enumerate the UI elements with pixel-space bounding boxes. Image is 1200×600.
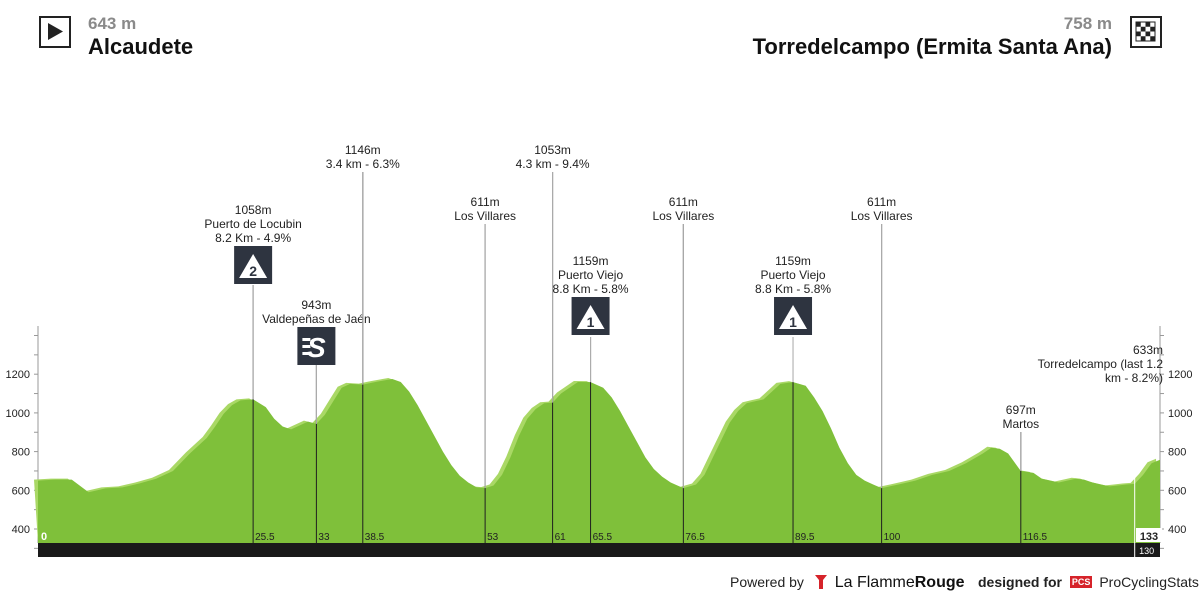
climb-category-icon [576,305,605,329]
marker-name: Puerto Viejo [760,268,825,282]
profile-area [38,379,1160,543]
marker-altitude: 1159m [775,254,811,268]
climb-category-label: 1 [789,314,797,330]
km-label: 38.5 [365,532,385,543]
km-label-finish: 133 [1140,531,1158,543]
marker-altitude: 633m [1133,343,1163,357]
km-label: 53 [487,532,499,543]
finish-flag-icon [1130,16,1162,48]
km-label: 116.5 [1023,532,1048,543]
marker-altitude: 611m [867,195,896,209]
marker-altitude: 943m [301,298,331,312]
marker-name: Puerto de Locubin [204,217,301,231]
y-tick-label-right: 1000 [1168,408,1192,420]
y-tick-label-left: 800 [12,447,30,459]
marker-name: Valdepeñas de Jaén [262,312,371,326]
finish-name: Torredelcampo (Ermita Santa Ana) [752,34,1112,59]
marker-altitude: 1053m [534,143,571,157]
finish-altitude: 758 m [1063,14,1112,33]
km-label: 61 [555,532,567,543]
marker-detail: km - 8.2%) [1105,371,1163,385]
finish-block: 758 m Torredelcampo (Ermita Santa Ana) [753,14,1112,60]
y-tick-label-right: 1200 [1168,369,1192,381]
y-tick-label-left: 1000 [6,408,30,420]
sprint-icon-bar [302,345,311,348]
marker-detail: 8.8 Km - 5.8% [755,282,831,296]
marker-detail: 8.2 Km - 4.9% [215,231,291,245]
km-label: 25.5 [255,532,275,543]
y-tick-label-right: 600 [1168,485,1186,497]
sprint-icon-bar [302,352,311,355]
y-tick-label-right: 800 [1168,447,1186,459]
flamme-rouge-logo: La FlammeRouge [834,574,965,591]
marker-detail: 8.8 Km - 5.8% [553,282,629,296]
marker-altitude: 611m [669,195,698,209]
y-tick-label-left: 1200 [6,369,30,381]
marker-altitude: 1058m [235,203,272,217]
designed-for: designed for PCS ProCyclingStats [978,574,1199,590]
km-label: 130 [1139,546,1154,556]
marker-detail: 3.4 km - 6.3% [326,157,400,171]
km-label: 65.5 [593,532,613,543]
pcs-name: ProCyclingStats [1099,574,1199,590]
marker-altitude: 1146m [345,143,381,157]
start-name: Alcaudete [88,34,194,59]
start-flag-icon [39,16,71,48]
climb-category-label: 2 [249,263,257,279]
y-tick-label-left: 600 [12,485,30,497]
sprint-icon: S [307,332,326,363]
climb-category-icon [779,305,808,329]
marker-altitude: 697m [1006,403,1036,417]
marker-name: Los Villares [652,209,714,223]
km-label-start: 0 [41,531,47,543]
climb-category-icon [239,254,268,278]
marker-name: Los Villares [851,209,913,223]
start-altitude: 643 m [88,14,137,33]
powered-by: Powered by La FlammeRouge [730,574,965,592]
designed-for-text: designed for [978,574,1063,590]
flamme-rouge-icon [814,575,827,589]
distance-bar [38,543,1160,557]
climb-category-label: 1 [587,314,595,330]
marker-altitude: 1159m [573,254,609,268]
km-label: 76.5 [685,532,705,543]
km-label: 100 [884,532,901,543]
km-label: 89.5 [795,532,815,543]
y-tick-label-right: 400 [1168,524,1186,536]
marker-name: Martos [1002,417,1039,431]
marker-name: Puerto Viejo [558,268,623,282]
km-label: 33 [318,532,330,543]
start-block: 643 m Alcaudete [88,14,193,60]
powered-by-text: Powered by [730,574,804,590]
pcs-badge: PCS [1069,576,1093,588]
marker-name: Torredelcampo (last 1.2 [1038,357,1164,371]
marker-detail: 4.3 km - 9.4% [516,157,590,171]
marker-name: Los Villares [454,209,516,223]
sprint-icon-bar [302,338,311,341]
km-label-finish-bg [1136,528,1162,542]
marker-altitude: 611m [471,195,500,209]
y-tick-label-left: 400 [12,524,30,536]
